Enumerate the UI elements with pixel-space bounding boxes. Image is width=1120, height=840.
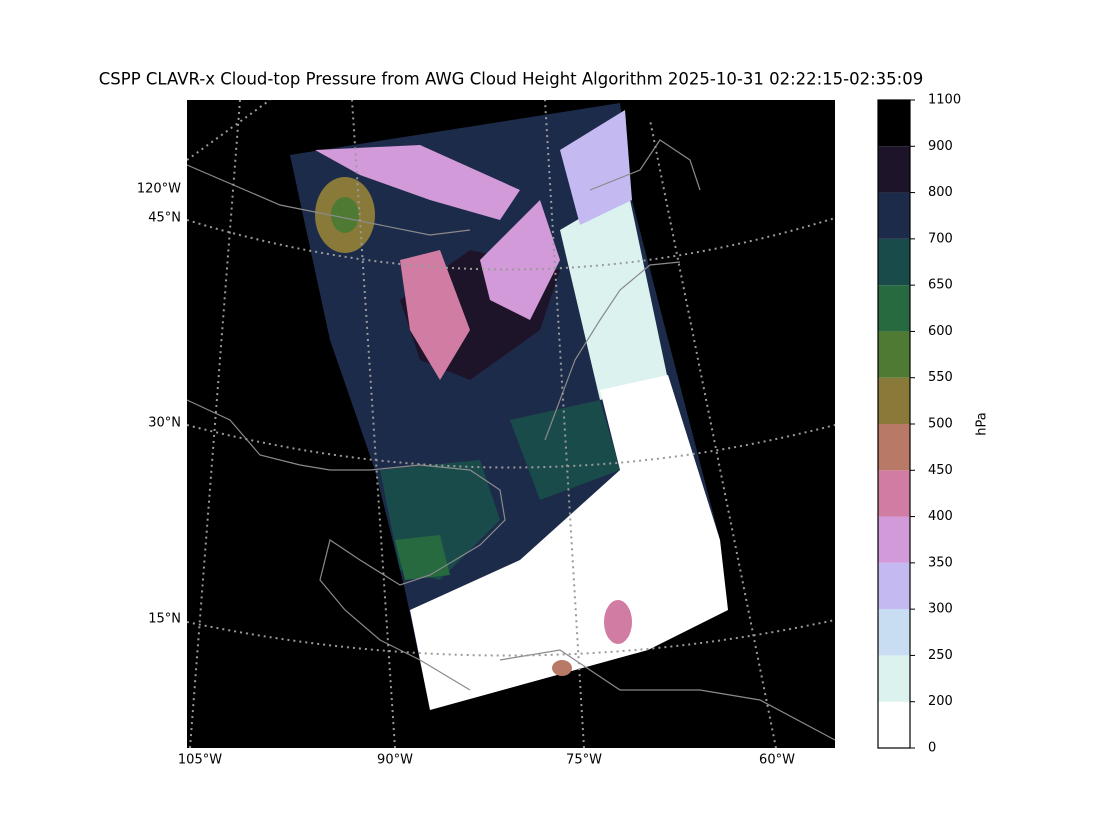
lon-label: 105°W: [178, 753, 222, 768]
colorbar-tick-label: 250: [928, 648, 953, 663]
colorbar-tick-label: 1100: [928, 93, 961, 108]
colorbar-tick-label: 650: [928, 278, 953, 293]
colorbar-segment: [878, 424, 910, 471]
colorbar-tick-label: 300: [928, 602, 953, 617]
colorbar-tick-label: 350: [928, 555, 953, 570]
cloud-low: [510, 400, 620, 500]
meridian: [189, 100, 241, 748]
lon-label: 75°W: [566, 753, 602, 768]
cloud-high: [400, 250, 470, 380]
colorbar-segment: [878, 192, 910, 239]
colorbar-tick-label: 500: [928, 417, 953, 432]
colorbar-tick-label: 800: [928, 185, 953, 200]
colorbar-segment: [878, 377, 910, 424]
lat-label: 30°N: [148, 416, 181, 431]
colorbar-segment: [878, 238, 910, 286]
meridian: [544, 100, 585, 748]
colorbar-label: hPa: [975, 412, 990, 435]
cloud-high: [560, 110, 632, 225]
clear-region: [410, 375, 728, 710]
coastline: [187, 139, 835, 741]
meridian-label: 120°W: [137, 182, 181, 197]
cloud-low: [395, 535, 450, 580]
colorbar-segment: [878, 146, 910, 193]
cloud-mid: [552, 660, 572, 676]
colorbar-segment: [878, 285, 910, 332]
colorbar-tick-label: 700: [928, 231, 953, 246]
cloud-high: [480, 200, 560, 320]
colorbar-tick-label: 550: [928, 370, 953, 385]
colorbar-segment: [878, 331, 910, 378]
title: CSPP CLAVR-x Cloud-top Pressure from AWG…: [99, 70, 923, 89]
colorbar-segment: [878, 470, 910, 517]
meridian: [351, 100, 396, 748]
colorbar-tick-label: 450: [928, 463, 953, 478]
colorbar-segment: [878, 655, 910, 702]
colorbar-segment: [878, 100, 910, 147]
colorbar-segment: [878, 609, 910, 656]
clear-region: [560, 190, 668, 400]
parallel: [187, 619, 835, 657]
colorbar-segment: [878, 562, 910, 610]
map: [187, 100, 835, 748]
colorbar-tick-label: 0: [928, 741, 936, 756]
colorbar-tick-label: 400: [928, 509, 953, 524]
lat-label: 45°N: [148, 211, 181, 226]
cloud-high: [604, 600, 632, 644]
lat-label: 15°N: [148, 612, 181, 627]
meridian: [187, 100, 271, 161]
colorbar-tick-label: 900: [928, 139, 953, 154]
colorbar-segment: [878, 516, 910, 563]
cloud-mid: [331, 197, 359, 233]
colorbar-tick-label: 600: [928, 324, 953, 339]
lon-label: 60°W: [759, 753, 795, 768]
colorbar-tick-label: 200: [928, 694, 953, 709]
lon-label: 90°W: [377, 753, 413, 768]
cloud-high: [315, 145, 520, 220]
colorbar-segment: [878, 701, 910, 748]
